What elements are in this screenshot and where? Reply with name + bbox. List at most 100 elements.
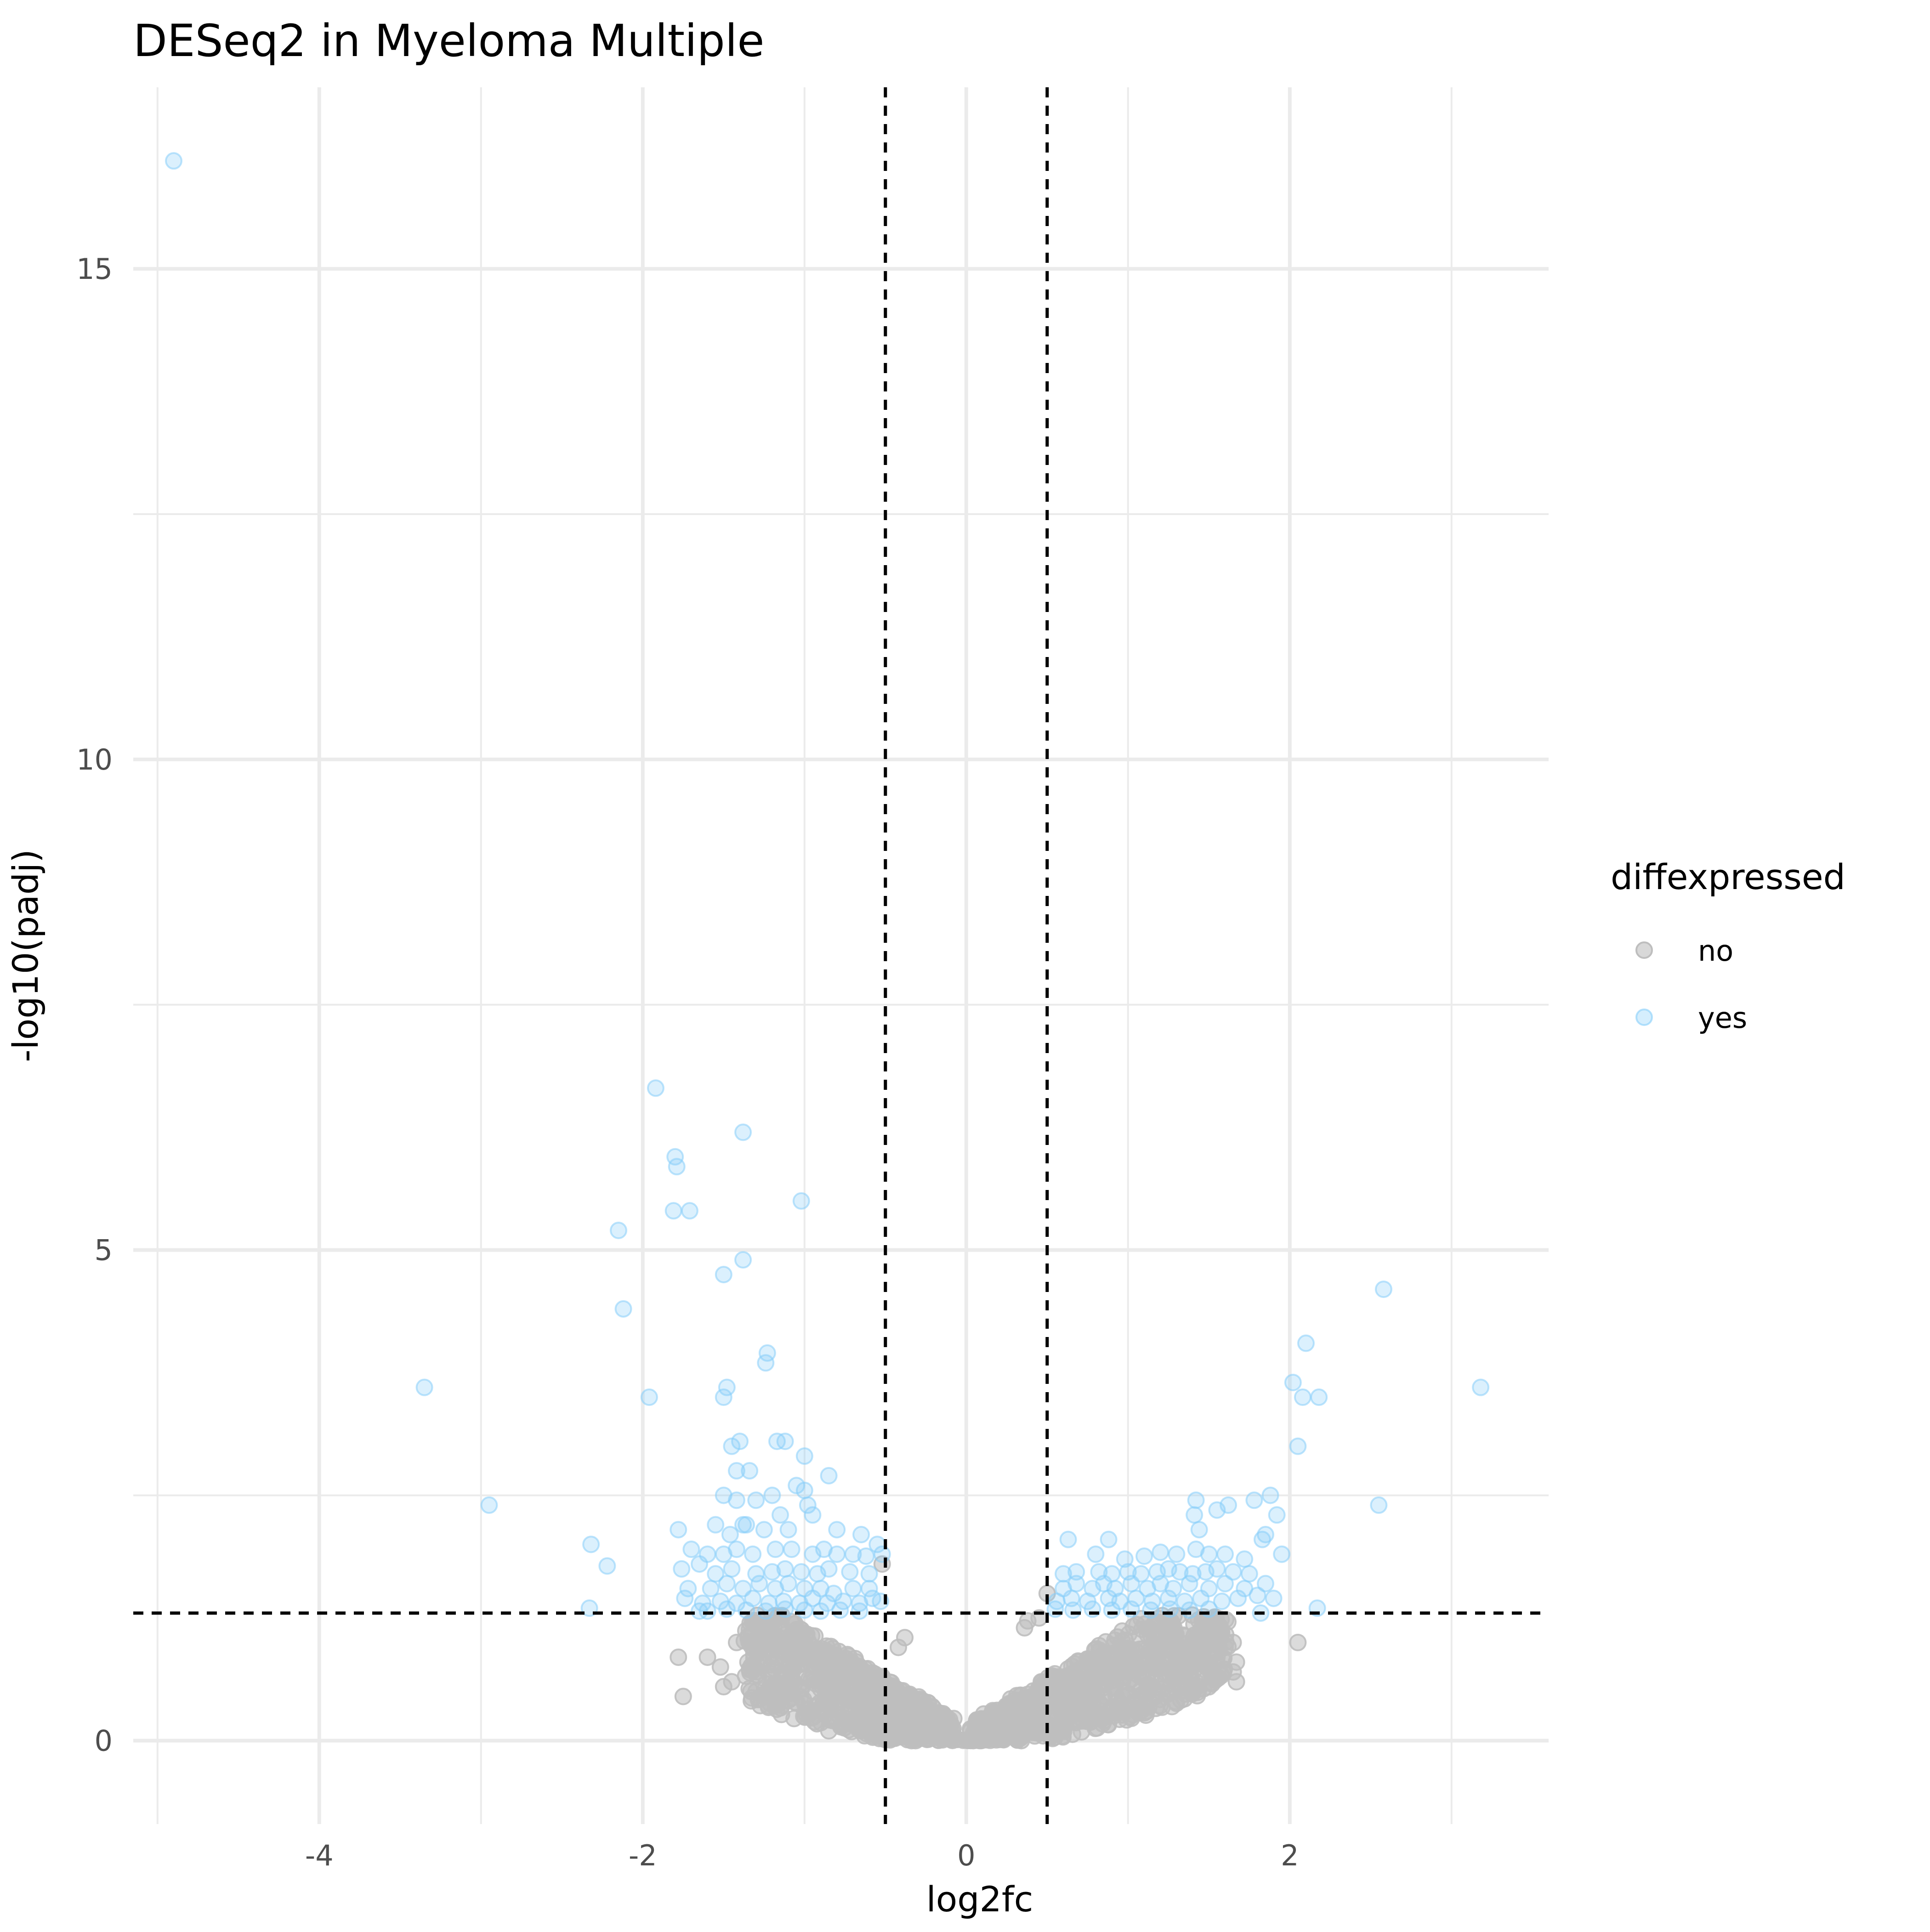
scatter-point <box>640 1388 658 1406</box>
scatter-point <box>727 1462 745 1480</box>
scatter-point <box>792 1563 810 1581</box>
scatter-point <box>1273 1545 1291 1563</box>
scatter-point <box>747 1491 765 1509</box>
scatter-point <box>757 1602 775 1620</box>
scatter-point <box>851 1602 868 1620</box>
legend-key-no <box>1635 941 1653 959</box>
scatter-point <box>779 1575 797 1592</box>
scatter-point <box>1181 1575 1198 1592</box>
scatter-point <box>820 1722 838 1740</box>
x-tick-label: 2 <box>1281 1839 1299 1872</box>
scatter-point <box>734 1251 752 1269</box>
scatter-point <box>674 1688 692 1705</box>
scatter-point <box>731 1433 749 1450</box>
points-no-series <box>670 1555 1307 1750</box>
scatter-point <box>779 1521 797 1539</box>
scatter-point <box>1261 1486 1279 1504</box>
scatter-point <box>664 1202 682 1220</box>
scatter-point <box>707 1516 725 1534</box>
scatter-point <box>1190 1521 1208 1539</box>
scatter-point <box>670 1648 687 1666</box>
scatter-point <box>1135 1547 1153 1565</box>
scatter-point <box>415 1378 433 1396</box>
scatter-point <box>863 1727 881 1745</box>
scatter-point <box>1236 1550 1254 1568</box>
scatter-point <box>795 1601 813 1619</box>
scatter-point <box>738 1601 755 1619</box>
y-tick-label: 15 <box>76 252 113 286</box>
scatter-point <box>715 1388 732 1406</box>
scatter-point <box>691 1602 708 1620</box>
scatter-point <box>776 1433 794 1450</box>
scatter-point <box>702 1580 720 1598</box>
scatter-point <box>783 1541 800 1558</box>
scatter-point <box>755 1521 773 1539</box>
scatter-point <box>734 1123 752 1141</box>
scatter-point <box>873 1545 891 1563</box>
legend-label-no: no <box>1698 934 1733 968</box>
scatter-point <box>744 1545 762 1563</box>
grid-layer <box>133 87 1549 1824</box>
scatter-point <box>1176 1592 1193 1610</box>
scatter-point <box>691 1555 708 1573</box>
scatter-point <box>727 1633 745 1651</box>
scatter-point <box>804 1506 822 1524</box>
scatter-point <box>933 1728 951 1746</box>
scatter-point <box>721 1526 739 1543</box>
threshold-lines <box>133 87 1549 1824</box>
scatter-point <box>828 1545 846 1563</box>
scatter-point <box>820 1560 838 1578</box>
scatter-point <box>1181 1601 1198 1619</box>
scatter-point <box>610 1221 627 1239</box>
scatter-point <box>715 1266 732 1284</box>
scatter-point <box>1116 1550 1134 1568</box>
scatter-point <box>1265 1589 1283 1607</box>
scatter-point <box>1216 1638 1234 1656</box>
scatter-point <box>1216 1545 1234 1563</box>
scatter-point <box>844 1545 862 1563</box>
scatter-point <box>1011 1729 1029 1747</box>
scatter-point <box>1310 1388 1328 1406</box>
scatter-point <box>820 1467 838 1484</box>
scatter-point <box>598 1557 616 1575</box>
scatter-point <box>1187 1541 1205 1558</box>
scatter-point <box>681 1202 698 1220</box>
scatter-point <box>1187 1491 1205 1509</box>
scatter-point <box>1100 1530 1118 1548</box>
scatter-point <box>739 1653 757 1671</box>
scatter-point <box>1249 1586 1266 1604</box>
scatter-point <box>1297 1334 1315 1352</box>
scatter-point <box>1219 1613 1237 1631</box>
scatter-point <box>1289 1437 1307 1455</box>
scatter-point <box>917 1723 935 1741</box>
scatter-point <box>857 1547 875 1565</box>
scatter-point <box>582 1535 600 1553</box>
scatter-point <box>1370 1496 1388 1514</box>
scatter-point <box>1213 1592 1231 1610</box>
scatter-point <box>1197 1563 1215 1581</box>
scatter-point <box>670 1521 687 1539</box>
scatter-point <box>1059 1530 1077 1548</box>
scatter-point <box>682 1541 700 1558</box>
scatter-point <box>757 1354 775 1372</box>
scatter-point <box>1142 1601 1160 1619</box>
scatter-point <box>792 1192 810 1210</box>
scatter-point <box>1374 1280 1392 1298</box>
scatter-point <box>165 152 182 170</box>
scatter-point <box>1229 1589 1247 1607</box>
scatter-point <box>614 1300 632 1318</box>
scatter-point <box>723 1673 741 1691</box>
scatter-point <box>799 1496 817 1514</box>
scatter-point <box>668 1158 686 1176</box>
y-axis-title: -log10(padj) <box>5 849 46 1062</box>
legend-key-yes <box>1635 1008 1653 1026</box>
scatter-point <box>1168 1545 1186 1563</box>
points-yes-series <box>165 152 1490 1622</box>
scatter-point <box>727 1541 745 1558</box>
x-tick-label: 0 <box>957 1839 975 1872</box>
scatter-point <box>776 1560 794 1578</box>
x-tick-label: -2 <box>629 1839 657 1872</box>
scatter-point <box>831 1601 849 1619</box>
